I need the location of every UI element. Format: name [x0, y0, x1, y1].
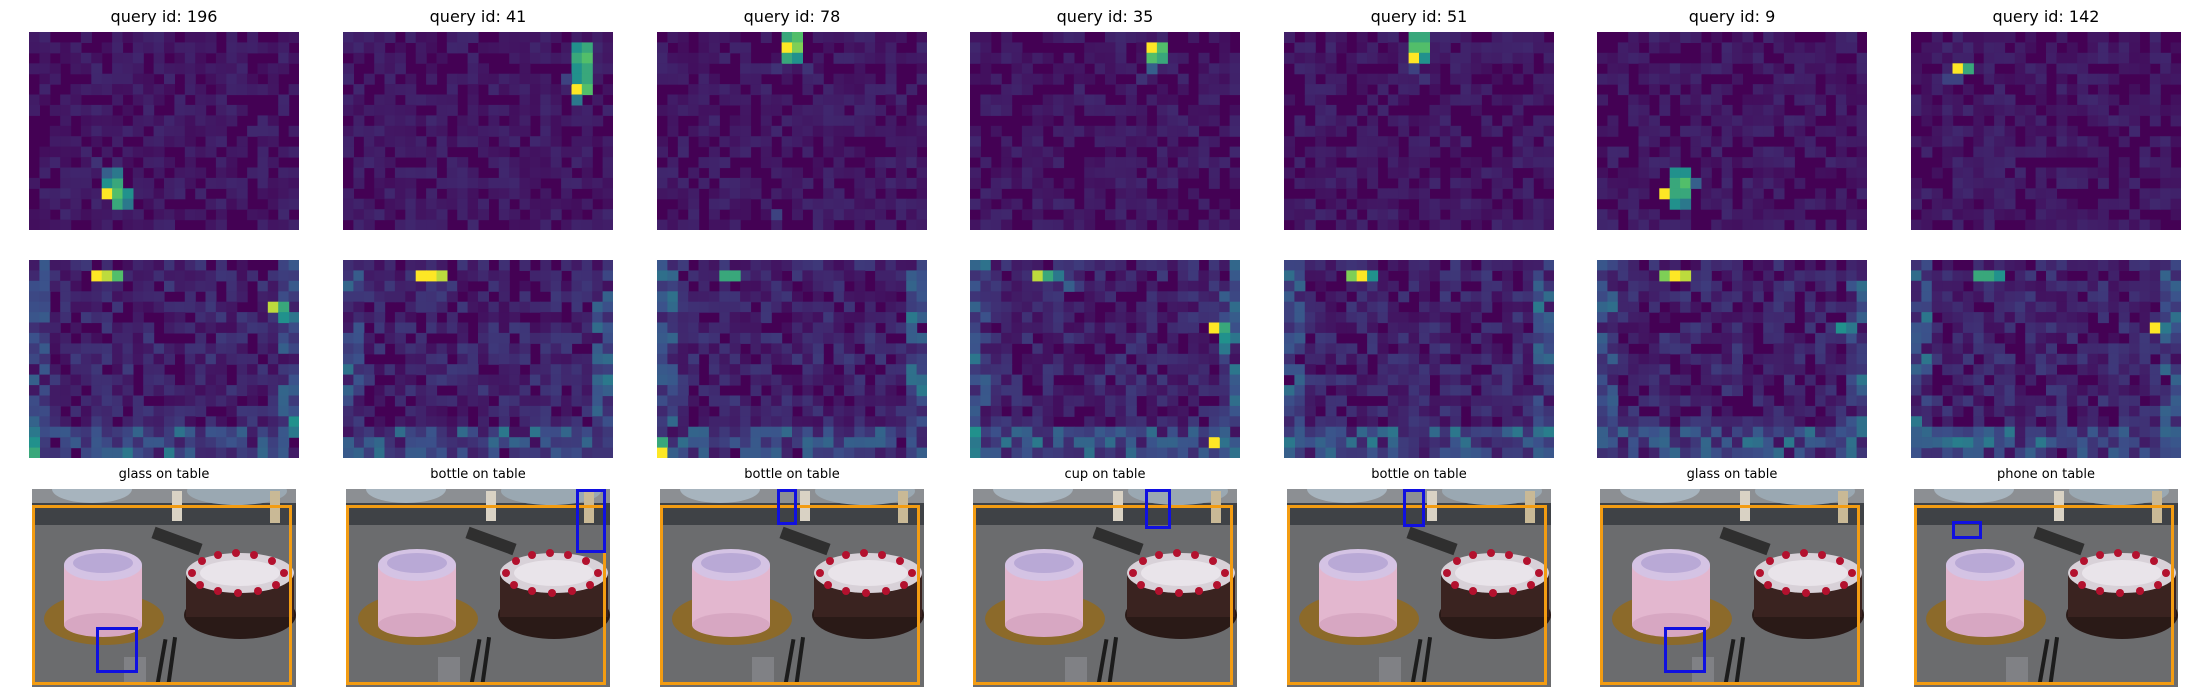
- relation-caption: cup on table: [1064, 467, 1146, 482]
- object-bounding-box: [96, 627, 138, 673]
- subject-attention-heatmap: [1284, 260, 1554, 458]
- query-attention-heatmap: [29, 32, 299, 230]
- subject-attention-heatmap: [343, 260, 613, 458]
- scene-image: [346, 489, 610, 687]
- subject-attention-heatmap: [1597, 260, 1867, 458]
- object-bounding-box: [1952, 521, 1982, 539]
- query-title: query id: 9: [1688, 7, 1776, 26]
- object-bounding-box: [1403, 489, 1425, 527]
- query-title: query id: 196: [110, 7, 218, 26]
- object-bounding-box: [576, 489, 606, 553]
- subject-attention-heatmap: [657, 260, 927, 458]
- object-bounding-box: [777, 489, 797, 525]
- panel-column: query id: 35 cup on table: [970, 0, 1240, 700]
- table-bounding-box: [1914, 505, 2174, 685]
- subject-attention-heatmap: [29, 260, 299, 458]
- panel-column: query id: 41 bottle on table: [343, 0, 613, 700]
- table-bounding-box: [973, 505, 1233, 685]
- scene-image: [660, 489, 924, 687]
- panel-column: query id: 51 bottle on table: [1284, 0, 1554, 700]
- table-bounding-box: [1287, 505, 1547, 685]
- object-bounding-box: [1664, 627, 1706, 673]
- object-bounding-box: [1145, 489, 1171, 529]
- query-title: query id: 51: [1370, 7, 1468, 26]
- panel-column: query id: 142 phone on table: [1911, 0, 2181, 700]
- query-attention-heatmap: [1597, 32, 1867, 230]
- table-bounding-box: [1600, 505, 1860, 685]
- query-title: query id: 41: [429, 7, 527, 26]
- subject-attention-heatmap: [970, 260, 1240, 458]
- table-bounding-box: [32, 505, 292, 685]
- query-title: query id: 142: [1992, 7, 2100, 26]
- table-bounding-box: [660, 505, 920, 685]
- relation-caption: glass on table: [1686, 467, 1778, 482]
- scene-image: [1287, 489, 1551, 687]
- query-attention-heatmap: [1284, 32, 1554, 230]
- relation-caption: bottle on table: [744, 467, 840, 482]
- query-attention-heatmap: [657, 32, 927, 230]
- relation-caption: bottle on table: [430, 467, 526, 482]
- query-attention-heatmap: [343, 32, 613, 230]
- panel-column: query id: 9 glass on table: [1597, 0, 1867, 700]
- table-bounding-box: [346, 505, 606, 685]
- panel-column: query id: 78 bottle on table: [657, 0, 927, 700]
- query-attention-heatmap: [970, 32, 1240, 230]
- scene-image: [973, 489, 1237, 687]
- subject-attention-heatmap: [1911, 260, 2181, 458]
- query-title: query id: 35: [1056, 7, 1154, 26]
- scene-image: [1600, 489, 1864, 687]
- scene-image: [32, 489, 296, 687]
- query-title: query id: 78: [743, 7, 841, 26]
- relation-caption: phone on table: [1996, 467, 2096, 482]
- relation-caption: glass on table: [118, 467, 210, 482]
- panel-column: query id: 196 glass on table: [29, 0, 299, 700]
- query-attention-heatmap: [1911, 32, 2181, 230]
- relation-caption: bottle on table: [1371, 467, 1467, 482]
